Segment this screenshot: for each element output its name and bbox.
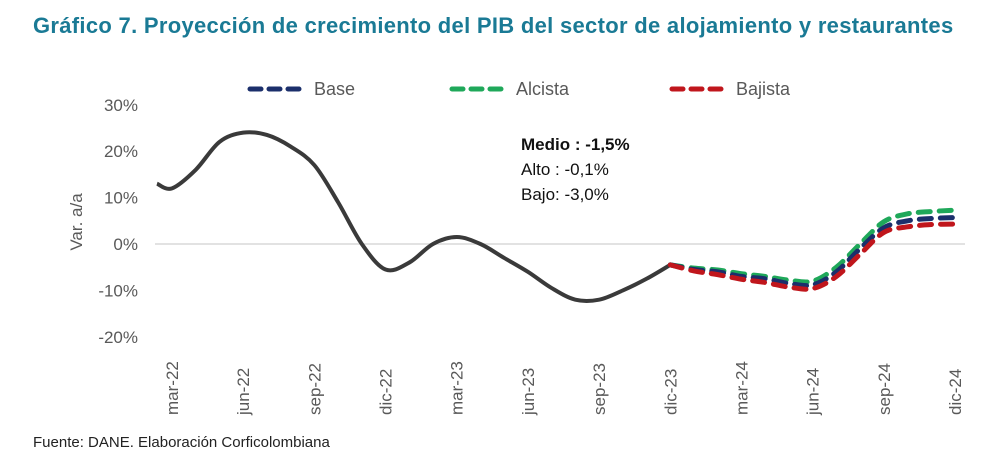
legend-label-alcista: Alcista — [516, 79, 570, 99]
x-tick-label: dic-24 — [946, 369, 965, 415]
legend-label-base: Base — [314, 79, 355, 99]
legend-label-bajista: Bajista — [736, 79, 791, 99]
x-tick-label: jun-23 — [519, 368, 538, 416]
x-tick-label: mar-23 — [448, 361, 467, 415]
y-axis-label: Var. a/a — [67, 193, 86, 251]
y-tick-label: -10% — [98, 281, 138, 300]
annotation-bajo: Bajo: -3,0% — [521, 185, 609, 204]
y-tick-label: 0% — [113, 235, 138, 254]
y-tick-label: -20% — [98, 328, 138, 347]
x-tick-label: sep-22 — [305, 363, 324, 415]
historical-line — [156, 130, 672, 303]
y-tick-label: 10% — [104, 189, 138, 208]
series-line-bajista — [667, 221, 958, 292]
source-note: Fuente: DANE. Elaboración Corficolombian… — [33, 434, 330, 451]
chart-title: Gráfico 7. Proyección de crecimiento del… — [33, 13, 954, 38]
x-tick-label: mar-22 — [163, 361, 182, 415]
x-tick-label: mar-24 — [732, 361, 751, 415]
x-tick-label: dic-22 — [377, 369, 396, 415]
x-tick-label: sep-23 — [590, 363, 609, 415]
x-tick-label: dic-23 — [661, 369, 680, 415]
y-tick-label: 20% — [104, 142, 138, 161]
annotation-medio: Medio : -1,5% — [521, 135, 630, 154]
x-tick-label: jun-22 — [234, 368, 253, 416]
x-tick-label: sep-24 — [875, 363, 894, 415]
annotation-alto: Alto : -0,1% — [521, 160, 609, 179]
x-tick-label: jun-24 — [804, 368, 823, 416]
series-line-base — [667, 215, 958, 289]
y-tick-label: 30% — [104, 96, 138, 115]
